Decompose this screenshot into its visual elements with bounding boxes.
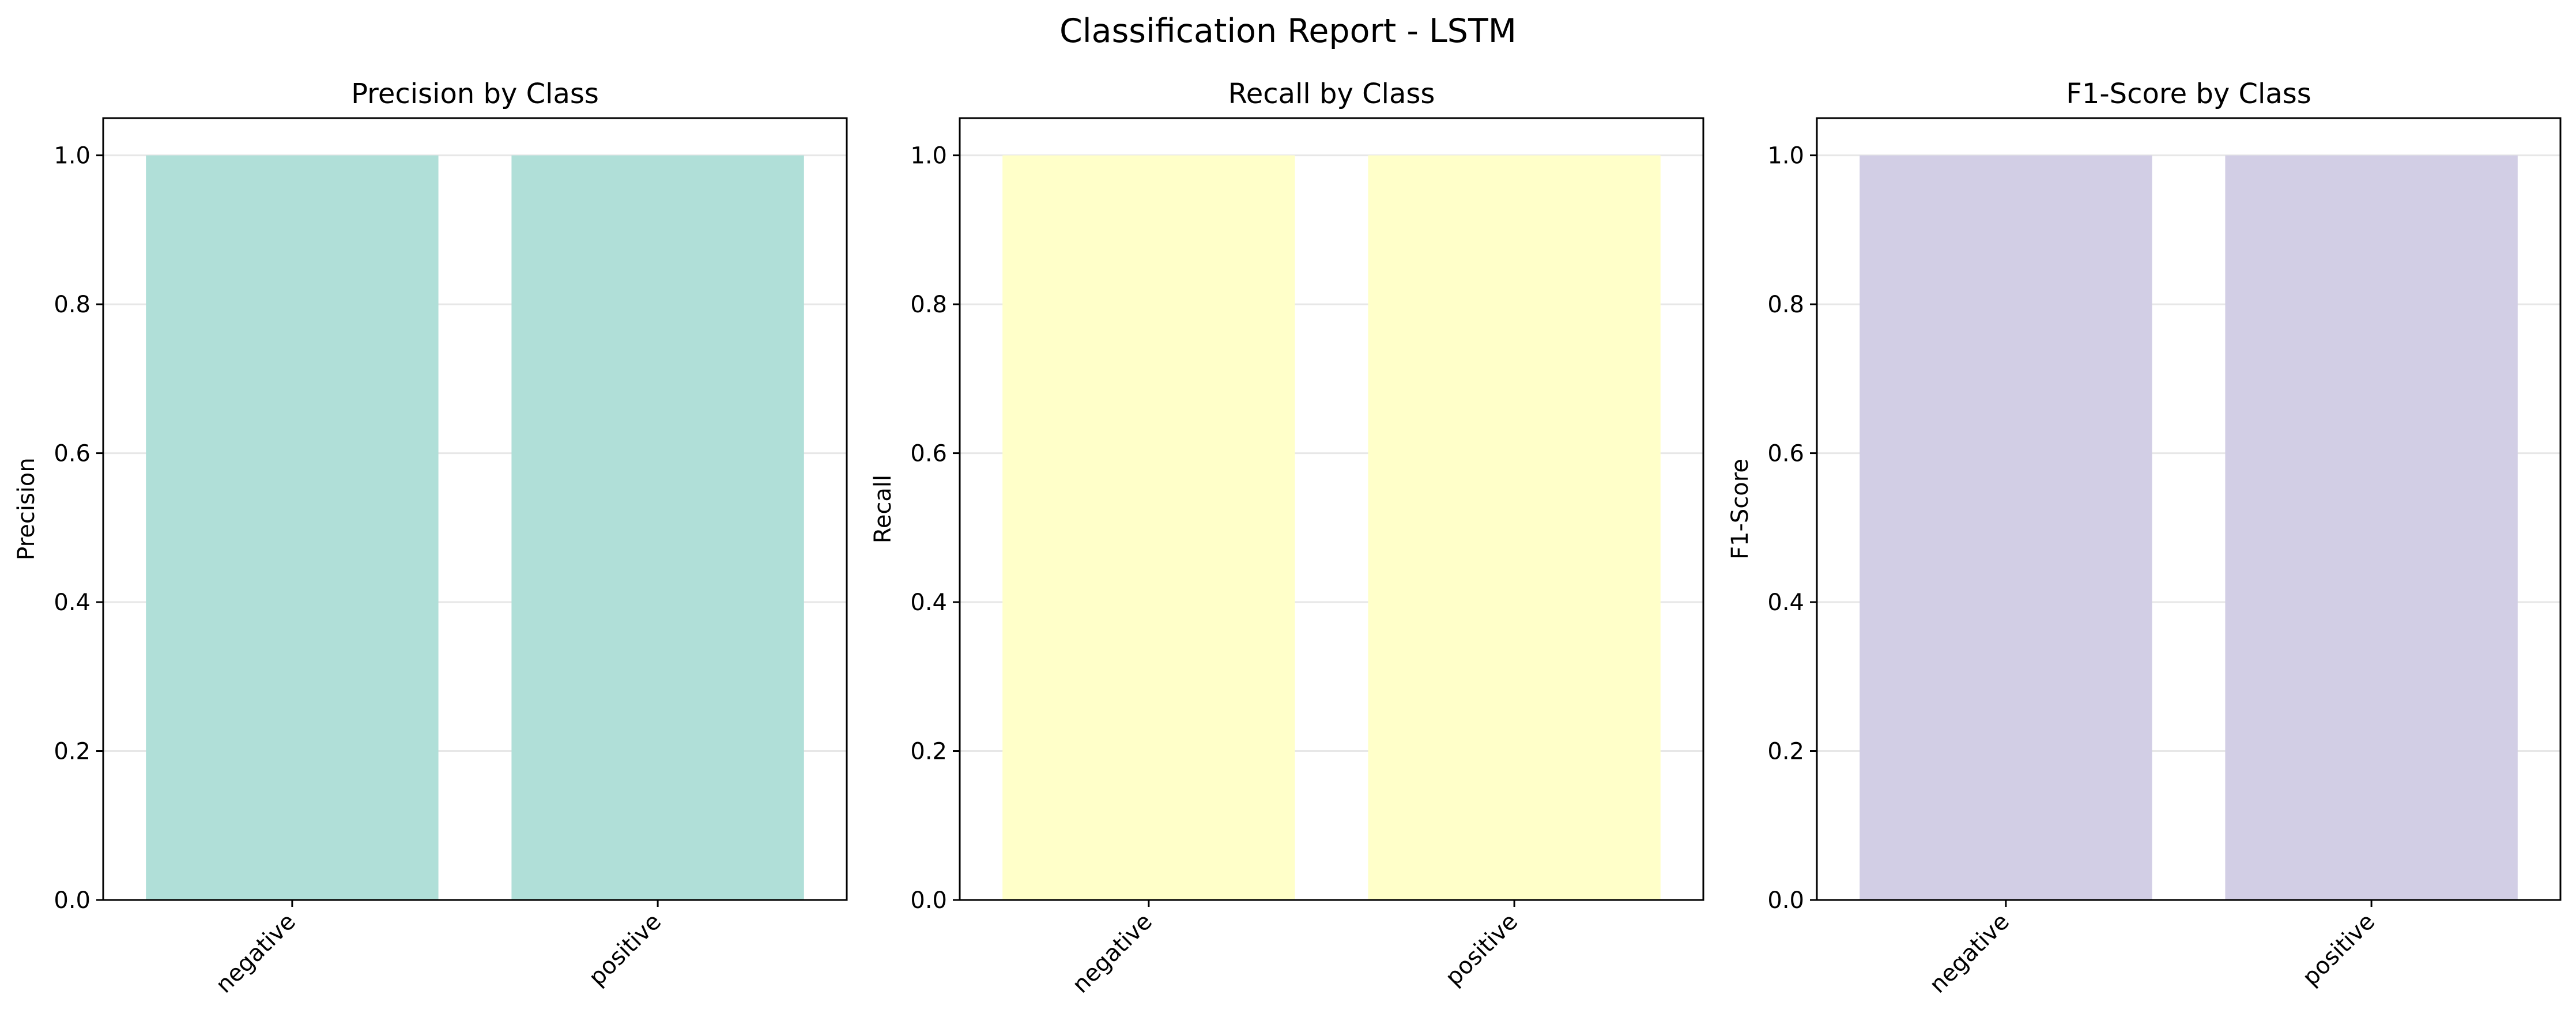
chart-panel-3: 0.0 0.2 0.4 0.6 0.8 1.0 negative positive F1-Sco… [1727,78,2562,998]
bar-positive [2225,155,2518,901]
y-tick-label: 0.4 [1767,589,1804,616]
y-tick-label: 0.6 [910,441,947,467]
y-tick-label: 0.8 [910,292,947,318]
y-tick-label: 0.8 [1767,292,1804,318]
y-tick-label: 0.2 [54,739,90,765]
y-tick-label: 0.4 [910,589,947,616]
y-tick-label: 0.0 [1767,887,1804,914]
chart-panel-2: 0.0 0.2 0.4 0.6 0.8 1.0 negative positive Recall… [870,78,1704,998]
y-tick-label: 0.2 [1767,739,1804,765]
axes-frame [1816,117,2562,901]
bar-positive [1368,155,1661,901]
bar-positive [511,155,804,901]
axes-frame [102,117,848,901]
axes-frame [959,117,1704,901]
x-tick-label: negative [211,909,301,998]
y-tick-label: 0.8 [54,292,90,318]
y-tick-label: 0.6 [54,441,90,467]
panel-title: F1-Score by Class [2066,78,2311,110]
panel-title: Recall by Class [1228,78,1435,110]
bar-negative [1860,155,2152,901]
bar-negative [1002,155,1295,901]
y-axis-label: Precision [13,457,40,560]
y-tick-label: 0.4 [54,589,90,616]
x-tick-label: positive [584,909,666,991]
x-tick-label: negative [1068,909,1157,998]
figure-title: Classification Report - LSTM [1059,12,1517,50]
x-tick-label: positive [1440,909,1523,991]
y-tick-label: 1.0 [910,143,947,169]
panel-title: Precision by Class [351,78,599,110]
y-tick-label: 0.0 [910,887,947,914]
bar-negative [146,155,439,901]
y-tick-label: 0.2 [910,739,947,765]
y-axis-label: Recall [870,475,896,543]
y-axis-label: F1-Score [1727,459,1753,559]
y-tick-label: 1.0 [1767,143,1804,169]
chart-panel-1: 0.0 0.2 0.4 0.6 0.8 1.0 negative positive Precis… [13,78,848,998]
y-tick-label: 1.0 [54,143,90,169]
y-tick-label: 0.0 [54,887,90,914]
x-tick-label: negative [1925,909,2015,998]
y-tick-label: 0.6 [1767,441,1804,467]
x-tick-label: positive [2298,909,2380,991]
